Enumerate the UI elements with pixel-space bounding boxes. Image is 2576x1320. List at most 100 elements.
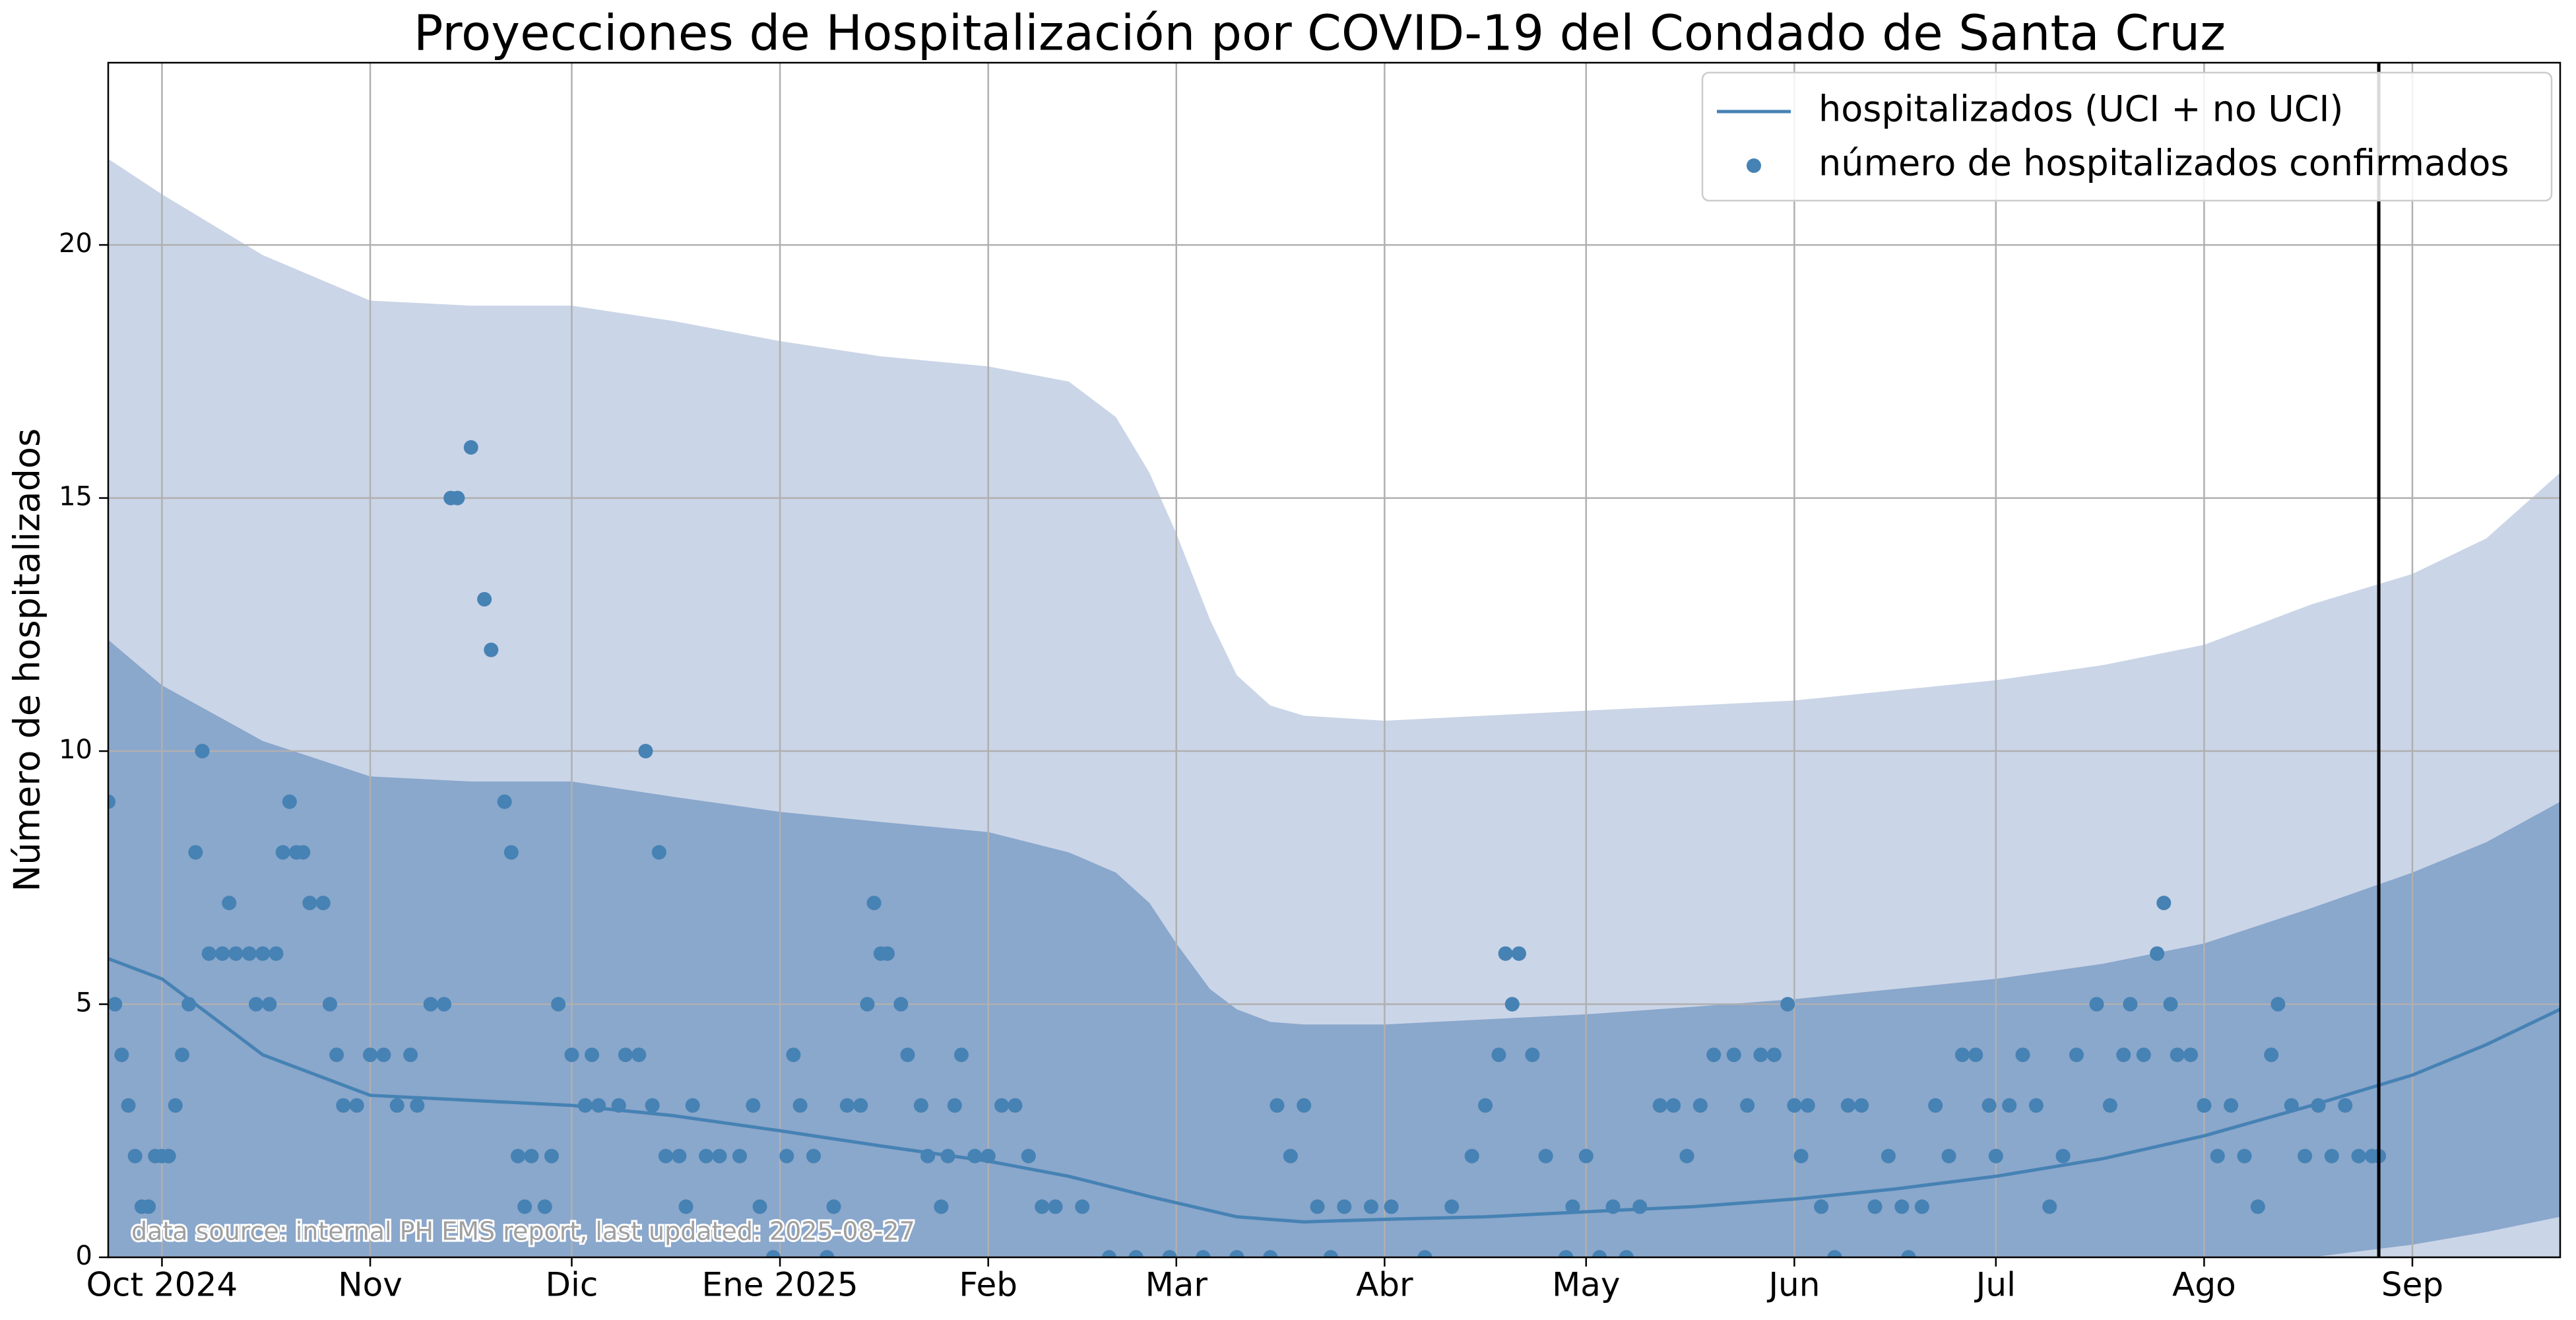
x-tick-label: Oct 2024 <box>86 1266 238 1304</box>
observed-point <box>2102 1098 2117 1113</box>
observed-point <box>2237 1148 2252 1164</box>
observed-point <box>934 1199 949 1214</box>
observed-point <box>577 1098 593 1113</box>
y-tick-label: 0 <box>76 1241 92 1271</box>
y-tick-label: 15 <box>59 482 92 512</box>
observed-point <box>302 896 317 911</box>
observed-point <box>1444 1199 1460 1214</box>
observed-point <box>1901 1250 1916 1257</box>
observed-point <box>551 997 566 1012</box>
observed-point <box>2042 1199 2057 1214</box>
observed-point <box>591 1098 606 1113</box>
observed-point <box>1941 1148 1956 1164</box>
grid <box>108 63 2560 1259</box>
observed-point <box>2264 1047 2279 1063</box>
observed-point <box>1679 1148 1694 1164</box>
observed-point <box>349 1098 364 1113</box>
observed-point <box>2298 1148 2313 1164</box>
observed-point <box>1075 1199 1090 1214</box>
observed-point <box>1968 1047 1983 1063</box>
observed-point <box>866 896 882 911</box>
x-tick-label: Jun <box>1766 1266 1820 1304</box>
observed-point <box>168 1098 183 1113</box>
x-tick-label: Feb <box>959 1266 1017 1304</box>
x-tick-label: Ene 2025 <box>701 1266 858 1304</box>
y-axis-label: Número de hospitalizados <box>7 428 48 892</box>
observed-point <box>437 997 452 1012</box>
x-tick-label: Jul <box>1974 1266 2016 1304</box>
observed-point <box>1297 1098 1312 1113</box>
x-tick-label: Nov <box>338 1266 402 1304</box>
observed-point <box>1988 1148 2003 1164</box>
observed-point <box>1867 1199 1883 1214</box>
observed-point <box>1666 1098 1681 1113</box>
observed-point <box>585 1047 600 1063</box>
observed-point <box>2069 1047 2084 1063</box>
observed-point <box>981 1148 996 1164</box>
observed-point <box>678 1199 693 1214</box>
observed-point <box>2170 1047 2185 1063</box>
observed-point <box>275 845 290 860</box>
observed-point <box>746 1098 761 1113</box>
observed-point <box>201 946 216 961</box>
observed-point <box>108 794 115 809</box>
observed-point <box>1652 1098 1667 1113</box>
observed-point <box>2250 1199 2265 1214</box>
observed-point <box>141 1199 156 1214</box>
observed-point <box>940 1148 955 1164</box>
observed-point <box>1384 1199 1399 1214</box>
projection-line <box>108 957 2560 1224</box>
observed-point <box>269 946 284 961</box>
observed-point <box>645 1098 660 1113</box>
y-tick-label: 10 <box>59 735 92 765</box>
observed-point <box>2015 1047 2030 1063</box>
observed-point <box>1538 1148 1553 1164</box>
observed-point <box>296 845 311 860</box>
observed-point <box>1498 946 1513 961</box>
observed-point <box>363 1047 378 1063</box>
observed-point <box>820 1250 835 1257</box>
observed-point <box>410 1098 425 1113</box>
observed-point <box>2116 1047 2131 1063</box>
observed-point <box>484 642 499 657</box>
observed-point <box>1706 1047 1722 1063</box>
x-tick-label: Mar <box>1145 1266 1208 1304</box>
x-tick-label: Ago <box>2172 1266 2236 1304</box>
observed-point <box>1981 1098 1997 1113</box>
observed-point <box>900 1047 915 1063</box>
observed-point <box>1196 1250 1211 1257</box>
observed-point <box>450 490 465 506</box>
observed-point <box>1337 1199 1352 1214</box>
x-tick-label: Abr <box>1356 1266 1413 1304</box>
observed-point <box>806 1148 821 1164</box>
x-tick-label: May <box>1552 1266 1620 1304</box>
observed-point <box>108 997 123 1012</box>
observed-point <box>2002 1098 2017 1113</box>
observed-point <box>611 1098 626 1113</box>
observed-point <box>215 946 230 961</box>
observed-point <box>1559 1250 1574 1257</box>
observed-point <box>315 896 331 911</box>
observed-point <box>699 1148 714 1164</box>
observed-point <box>1310 1199 1325 1214</box>
observed-point <box>1928 1098 1943 1113</box>
observed-point <box>503 845 519 860</box>
observed-point <box>618 1047 633 1063</box>
observed-point <box>544 1148 559 1164</box>
chart-title: Proyecciones de Hospitalización por COVI… <box>414 5 2226 62</box>
observed-point <box>1270 1098 1285 1113</box>
observed-point <box>1619 1250 1634 1257</box>
observed-point <box>839 1098 854 1113</box>
observed-point <box>953 1047 969 1063</box>
observed-point <box>195 744 210 759</box>
marks <box>108 63 2560 1257</box>
observed-point <box>920 1148 936 1164</box>
observed-point <box>564 1047 579 1063</box>
observed-point <box>1814 1199 1829 1214</box>
confidence-band <box>108 640 2560 1257</box>
observed-point <box>228 946 243 961</box>
observed-point <box>1954 1047 1970 1063</box>
observed-point <box>860 997 875 1012</box>
observed-point <box>2210 1148 2225 1164</box>
observed-point <box>994 1098 1010 1113</box>
